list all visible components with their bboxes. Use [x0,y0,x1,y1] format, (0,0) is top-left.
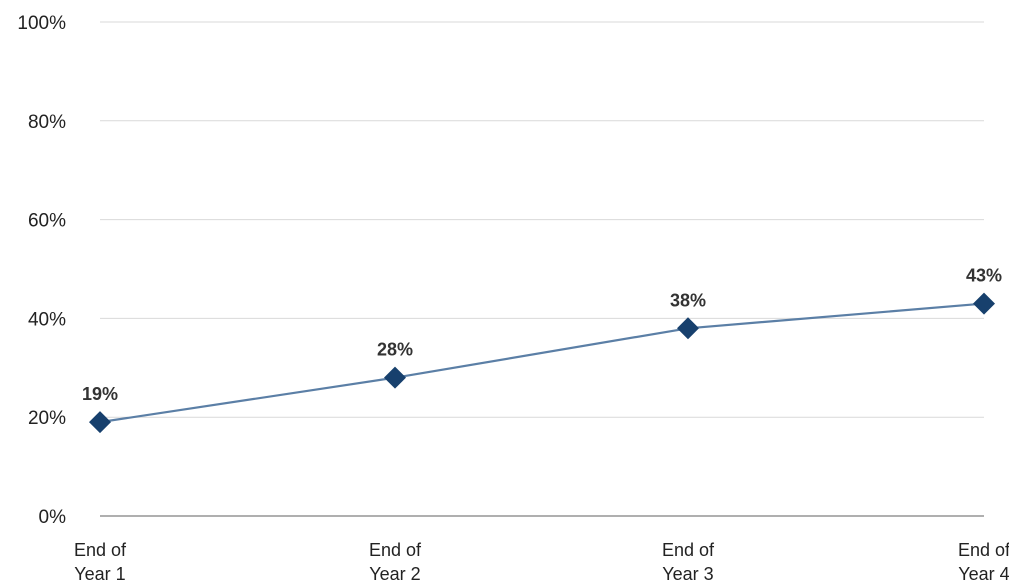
gridlines [100,21,984,517]
data-label: 38% [670,290,706,310]
data-labels: 19% 28% 38% 43% [82,266,1002,405]
x-tick-label: End of [958,540,1009,560]
x-tick-label: Year 3 [662,564,713,584]
y-tick-label: 40% [28,309,66,330]
y-tick-label: 100% [17,13,66,34]
x-tick-label: End of [662,540,715,560]
data-point-marker [677,317,699,340]
data-label: 28% [377,340,413,360]
data-point-marker [89,411,111,434]
x-tick-label: End of [369,540,422,560]
y-axis: 0% 20% 40% 60% 80% 100% [17,13,66,528]
y-tick-label: 60% [28,211,66,232]
y-tick-label: 80% [28,112,66,133]
data-point-marker [384,366,406,389]
y-tick-label: 0% [39,507,67,528]
series [89,292,995,434]
x-tick-label: Year 1 [74,564,125,584]
x-tick-label: End of [74,540,127,560]
data-point-marker [973,292,995,315]
data-label: 43% [966,266,1002,286]
y-tick-label: 20% [28,408,66,429]
series-line [99,302,985,424]
data-label: 19% [82,384,118,404]
x-tick-label: Year 2 [369,564,420,584]
x-axis: End of Year 1 End of Year 2 End of Year 3 End … [74,540,1009,584]
x-tick-label: Year 4 [958,564,1009,584]
